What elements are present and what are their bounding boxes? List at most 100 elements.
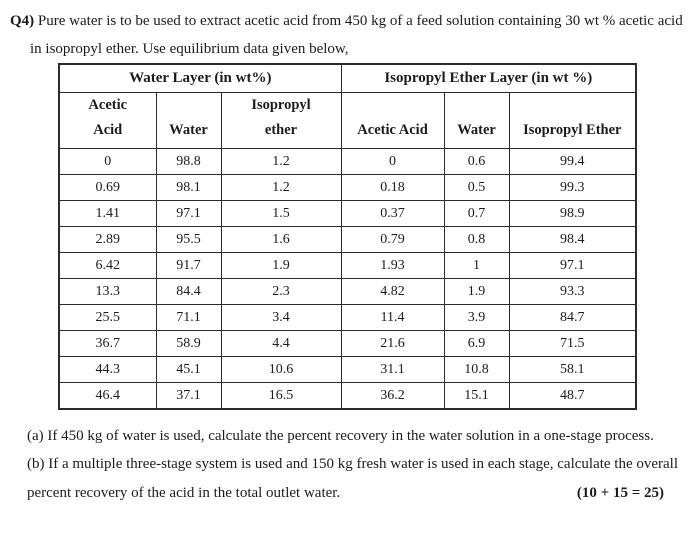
- table-cell: 0.69: [58, 174, 157, 201]
- table-row: 0 98.8 1.2 0 0.6 99.4: [58, 148, 637, 175]
- table-cell: 15.1: [443, 382, 510, 410]
- question-text-1: Pure water is to be used to extract acet…: [37, 13, 683, 29]
- table-cell: 1.2: [220, 148, 342, 175]
- part-b-text-line-1: (b) If a multiple three-stage system is …: [27, 456, 679, 472]
- table-cell: 98.4: [508, 226, 637, 253]
- column-header-cell: Isopropyl Ether: [508, 92, 637, 149]
- part-a-text: (a) If 450 kg of water is used, calculat…: [27, 428, 654, 444]
- table-cell: 84.4: [155, 278, 222, 305]
- table-cell: 0.8: [443, 226, 510, 253]
- table-cell: 98.9: [508, 200, 637, 227]
- table-cell: 1.9: [443, 278, 510, 305]
- table-row: 36.7 58.9 4.4 21.6 6.9 71.5: [58, 330, 637, 357]
- part-b-line-2-row: percent recovery of the acid in the tota…: [27, 485, 664, 502]
- column-header-label: Isopropyl: [251, 97, 311, 113]
- table-cell: 6.9: [443, 330, 510, 357]
- question-line-2: in isopropyl ether. Use equilibrium data…: [30, 41, 349, 57]
- table-cell: 1.9: [220, 252, 342, 279]
- table-cell: 1.5: [220, 200, 342, 227]
- question-number: Q4): [10, 13, 35, 29]
- column-header-label: Acetic: [88, 97, 128, 113]
- table-cell: 98.1: [155, 174, 222, 201]
- table-cell: 1.2: [220, 174, 342, 201]
- equilibrium-table-body: 0 98.8 1.2 0 0.6 99.4 0.69 98.1 1.2 0.18 0.5 99.3 1.…: [58, 148, 637, 410]
- table-cell: 95.5: [155, 226, 222, 253]
- table-cell: 0.6: [443, 148, 510, 175]
- column-header-label: Acid: [93, 122, 123, 138]
- table-cell: 0.79: [340, 226, 445, 253]
- table-cell: 1.41: [58, 200, 157, 227]
- table-cell: 3.9: [443, 304, 510, 331]
- table-cell: 1: [443, 252, 510, 279]
- column-header-label: Acetic Acid: [357, 122, 428, 138]
- table-row: 1.41 97.1 1.5 0.37 0.7 98.9: [58, 200, 637, 227]
- table-cell: 0.18: [340, 174, 445, 201]
- table-cell: 0.37: [340, 200, 445, 227]
- table-cell: 71.5: [508, 330, 637, 357]
- column-header-cell: Acetic Acid: [340, 92, 445, 149]
- table-cell: 4.4: [220, 330, 342, 357]
- table-row: 13.3 84.4 2.3 4.82 1.9 93.3: [58, 278, 637, 305]
- group-header-water-layer: Water Layer (in wt%): [58, 63, 342, 93]
- table-cell: 16.5: [220, 382, 342, 410]
- column-header-label: Water: [169, 122, 208, 138]
- table-cell: 37.1: [155, 382, 222, 410]
- table-cell: 1.6: [220, 226, 342, 253]
- table-cell: 48.7: [508, 382, 637, 410]
- column-header-label: ether: [264, 122, 298, 138]
- question-line-1: Q4) Pure water is to be used to extract …: [10, 13, 683, 30]
- table-cell: 46.4: [58, 382, 157, 410]
- table-cell: 36.2: [340, 382, 445, 410]
- table-cell: 91.7: [155, 252, 222, 279]
- table-cell: 99.3: [508, 174, 637, 201]
- table-cell: 45.1: [155, 356, 222, 383]
- table-cell: 13.3: [58, 278, 157, 305]
- table-row: 25.5 71.1 3.4 11.4 3.9 84.7: [58, 304, 637, 331]
- table-cell: 99.4: [508, 148, 637, 175]
- table-cell: 6.42: [58, 252, 157, 279]
- table-cell: 25.5: [58, 304, 157, 331]
- equilibrium-data-table: Water Layer (in wt%) Isopropyl Ether Lay…: [58, 63, 638, 410]
- table-cell: 1.93: [340, 252, 445, 279]
- table-cell: 84.7: [508, 304, 637, 331]
- column-header-label: Water: [457, 122, 496, 138]
- column-header-cell: Water: [155, 92, 222, 149]
- table-cell: 31.1: [340, 356, 445, 383]
- table-cell: 98.8: [155, 148, 222, 175]
- column-header-cell: Water: [443, 92, 510, 149]
- table-cell: 2.3: [220, 278, 342, 305]
- table-cell: 4.82: [340, 278, 445, 305]
- table-row: 44.3 45.1 10.6 31.1 10.8 58.1: [58, 356, 637, 383]
- table-group-header-row: Water Layer (in wt%) Isopropyl Ether Lay…: [58, 63, 637, 93]
- table-cell: 58.1: [508, 356, 637, 383]
- table-cell: 0: [340, 148, 445, 175]
- table-cell: 97.1: [508, 252, 637, 279]
- marks-allocation: (10 + 15 = 25): [576, 485, 664, 501]
- column-header-cell: Acetic Acid: [58, 92, 157, 149]
- table-cell: 21.6: [340, 330, 445, 357]
- table-row: 2.89 95.5 1.6 0.79 0.8 98.4: [58, 226, 637, 253]
- table-cell: 11.4: [340, 304, 445, 331]
- part-b-text-line-2: percent recovery of the acid in the tota…: [27, 485, 341, 501]
- table-row: 0.69 98.1 1.2 0.18 0.5 99.3: [58, 174, 637, 201]
- column-header-label: Isopropyl Ether: [523, 122, 622, 138]
- table-cell: 36.7: [58, 330, 157, 357]
- table-cell: 71.1: [155, 304, 222, 331]
- table-row: 6.42 91.7 1.9 1.93 1 97.1: [58, 252, 637, 279]
- table-column-header-row: Acetic Acid Water Isopropyl ether Acetic Acid…: [58, 92, 637, 149]
- table-cell: 2.89: [58, 226, 157, 253]
- group-header-isopropyl-ether-layer: Isopropyl Ether Layer (in wt %): [340, 63, 637, 93]
- column-header-cell: Isopropyl ether: [220, 92, 342, 149]
- table-cell: 93.3: [508, 278, 637, 305]
- table-cell: 44.3: [58, 356, 157, 383]
- table-row: 46.4 37.1 16.5 36.2 15.1 48.7: [58, 382, 637, 410]
- table-cell: 3.4: [220, 304, 342, 331]
- table-cell: 97.1: [155, 200, 222, 227]
- table-cell: 0: [58, 148, 157, 175]
- table-cell: 10.8: [443, 356, 510, 383]
- table-cell: 0.5: [443, 174, 510, 201]
- table-cell: 58.9: [155, 330, 222, 357]
- table-cell: 0.7: [443, 200, 510, 227]
- table-cell: 10.6: [220, 356, 342, 383]
